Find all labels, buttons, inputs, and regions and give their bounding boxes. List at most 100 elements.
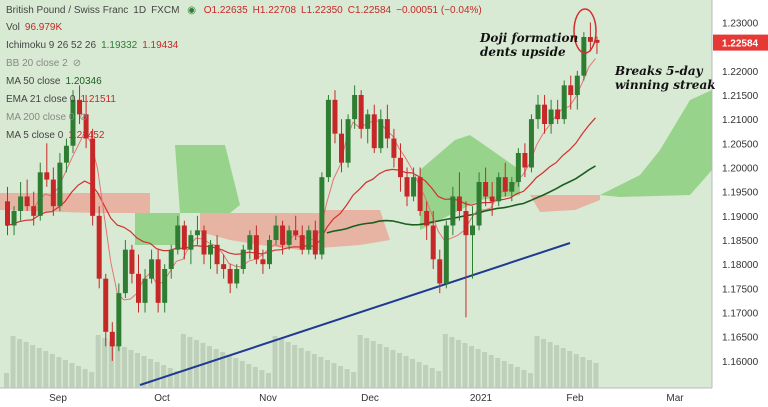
price-axis-panel <box>712 0 768 407</box>
candle-body <box>371 114 377 149</box>
eye-off-icon[interactable]: ⊘ <box>79 112 88 123</box>
candle-body <box>489 196 495 202</box>
volume-bar <box>482 352 488 388</box>
current-price-tag <box>713 34 768 51</box>
candle-body <box>116 293 122 347</box>
ichimoku-value-1: 1.19332 <box>101 40 138 51</box>
candle-body <box>208 244 214 255</box>
legend-ma5[interactable]: MA 5 close 0 1.21452 <box>6 130 109 141</box>
candle-body <box>528 119 534 168</box>
volume-bar <box>174 371 180 388</box>
candle-body <box>345 119 351 163</box>
candle-body <box>561 85 567 120</box>
time-axis-panel <box>0 388 768 407</box>
candle-body <box>417 177 423 211</box>
ema21-value: 1.21511 <box>80 94 116 105</box>
volume-bar <box>429 368 435 388</box>
candle-body <box>411 177 417 197</box>
volume-bar <box>423 365 429 388</box>
volume-bar <box>521 370 527 388</box>
volume-bar <box>239 361 245 388</box>
volume-bar <box>527 373 533 388</box>
volume-bar <box>383 347 389 388</box>
candle-body <box>31 206 37 216</box>
volume-bar <box>547 342 553 388</box>
volume-bar <box>23 342 29 388</box>
volume-bar <box>82 369 88 388</box>
y-tick-label: 1.21500 <box>722 91 759 102</box>
volume-bar <box>233 358 239 388</box>
current-price-label: 1.22584 <box>722 39 759 50</box>
legend-ichimoku[interactable]: Ichimoku 9 26 52 26 1.19332 1.19434 <box>6 40 183 51</box>
symbol-name: British Pound / Swiss Franc <box>6 5 129 16</box>
ohlc-low: L1.22350 <box>301 5 343 16</box>
volume-bar <box>567 351 573 388</box>
ohlc-high: H1.22708 <box>252 5 297 16</box>
y-tick-label: 1.19500 <box>722 188 759 199</box>
ma200-label: MA 200 close 0 <box>6 112 75 123</box>
volume-bar <box>154 362 160 388</box>
y-tick-label: 1.18500 <box>722 236 759 247</box>
volume-bar <box>305 351 311 388</box>
volume-bar <box>265 373 271 388</box>
source-label: FXCM <box>151 5 180 16</box>
candle-body <box>188 235 194 250</box>
y-tick-label: 1.20000 <box>722 164 759 175</box>
candle-body <box>168 249 174 269</box>
candle-body <box>24 196 30 207</box>
volume-bar <box>344 369 350 388</box>
candle-body <box>587 37 593 42</box>
candle-body <box>548 109 554 124</box>
volume-bar <box>377 344 383 388</box>
volume-bar <box>272 336 278 388</box>
volume-bar <box>49 354 55 388</box>
legend-ema21[interactable]: EMA 21 close 0 1.21511 <box>6 94 121 105</box>
volume-bar <box>298 348 304 388</box>
legend-ma200[interactable]: MA 200 close 0 ⊘ <box>6 112 93 123</box>
legend-bb[interactable]: BB 20 close 2 ⊘ <box>6 58 86 69</box>
cloud-green <box>135 213 180 245</box>
candle-body <box>240 249 246 269</box>
volume-bar <box>586 360 592 388</box>
doji-highlight-ellipse <box>573 8 597 54</box>
cloud-green <box>420 135 520 230</box>
volume-bar <box>246 364 252 388</box>
cloud-green <box>600 90 712 197</box>
candle-body <box>109 331 115 347</box>
volume-bar <box>455 340 461 388</box>
candle-body <box>594 39 600 43</box>
candle-body <box>280 225 286 245</box>
volume-bar <box>4 373 9 388</box>
candle-body <box>90 138 96 216</box>
candle-body <box>365 114 371 129</box>
volume-bar <box>108 341 114 388</box>
volume-bar <box>69 363 75 388</box>
volume-bar <box>62 360 68 388</box>
annotation-text: Breaks 5-day <box>614 64 704 78</box>
candle-body <box>18 196 24 211</box>
legend-ma50[interactable]: MA 50 close 1.20346 <box>6 76 107 87</box>
y-tick-label: 1.22000 <box>722 67 759 78</box>
candle-body <box>378 119 384 149</box>
candle-body <box>96 215 102 279</box>
volume-bar <box>207 346 213 388</box>
candle-body <box>522 153 528 168</box>
eye-icon[interactable]: ◉ <box>187 5 196 16</box>
ichimoku-label: Ichimoku 9 26 52 26 <box>6 40 97 51</box>
y-tick-label: 1.23000 <box>722 19 759 30</box>
legend-vol[interactable]: Vol 96.979K <box>6 22 67 33</box>
candle-body <box>358 95 364 129</box>
candle-body <box>384 119 390 139</box>
candle-body <box>404 177 410 197</box>
eye-off-icon[interactable]: ⊘ <box>72 58 82 69</box>
x-tick-label: Feb <box>566 393 584 404</box>
volume-bar <box>311 354 317 388</box>
candle-body <box>122 249 128 294</box>
candle-body <box>542 104 548 124</box>
candle-body <box>149 259 155 279</box>
volume-bar <box>43 351 49 388</box>
x-tick-label: Dec <box>361 393 379 404</box>
volume-bar <box>121 347 127 388</box>
